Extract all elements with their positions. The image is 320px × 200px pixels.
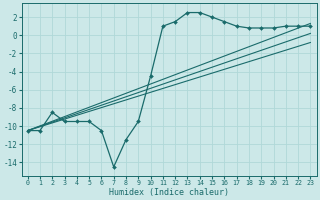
X-axis label: Humidex (Indice chaleur): Humidex (Indice chaleur) xyxy=(109,188,229,197)
